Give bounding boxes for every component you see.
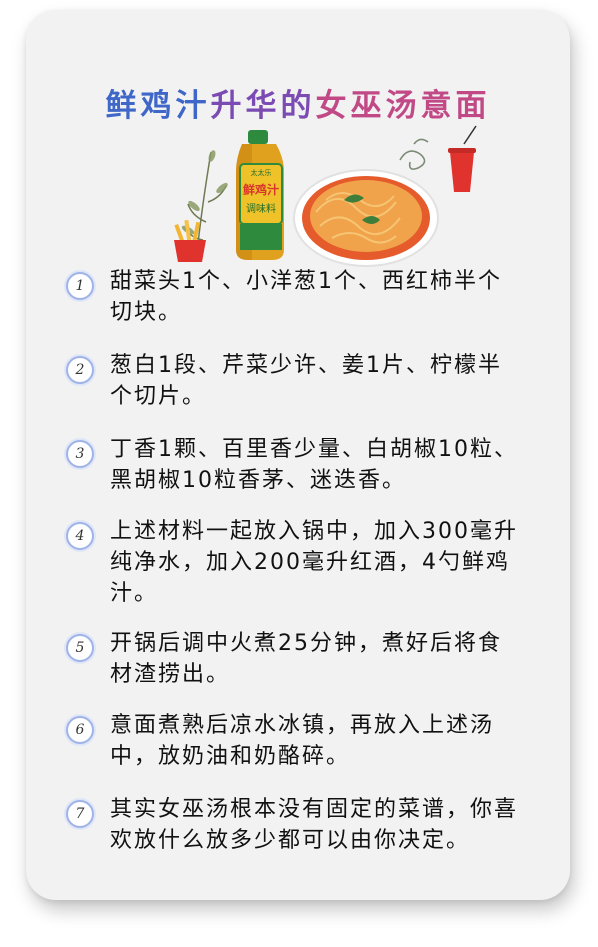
step-text: 开锅后调中火煮25分钟，煮好后将食材渣捞出。: [110, 631, 502, 687]
bottle-product: 鲜鸡汁: [243, 182, 279, 197]
step-number-badge: 6: [66, 716, 94, 744]
steps-list: 1 甜菜头1个、小洋葱1个、西红柿半个切块。 2 葱白1段、芹菜少许、姜1片、柠…: [26, 10, 570, 900]
step-number-badge: 7: [66, 800, 94, 828]
title-part-2: 升华的: [210, 88, 316, 124]
page-title: 鲜鸡汁升华的女巫汤意面: [26, 80, 570, 125]
step-number-badge: 4: [66, 522, 94, 550]
step-number-badge: 2: [66, 356, 94, 384]
step-text: 上述材料一起放入锅中，加入300毫升纯净水，加入200毫升红酒，4勺鲜鸡汁。: [110, 519, 518, 606]
step-number-badge: 3: [66, 440, 94, 468]
step-number-badge: 5: [66, 634, 94, 662]
step-text: 意面煮熟后凉水冰镇，再放入上述汤中，放奶油和奶酪碎。: [110, 713, 495, 769]
recipe-illustration: 太太乐 鲜鸡汁 调味料: [174, 125, 477, 267]
recipe-card: 鲜鸡汁升华的女巫汤意面 太太乐: [26, 10, 570, 900]
title-part-1: 鲜鸡汁: [105, 88, 211, 124]
step-number-badge: 1: [66, 272, 94, 300]
drink-cup-icon: [448, 125, 477, 192]
chicken-essence-bottle-icon: 太太乐 鲜鸡汁 调味料: [236, 130, 284, 260]
pasta-plate-icon: [293, 169, 439, 267]
step-text: 葱白1段、芹菜少许、姜1片、柠檬半个切片。: [110, 353, 502, 409]
step-text: 其实女巫汤根本没有固定的菜谱，你喜欢放什么放多少都可以由你决定。: [110, 797, 519, 853]
bottle-brand: 太太乐: [251, 168, 272, 177]
title-part-3: 女巫汤意面: [315, 88, 491, 124]
bottle-type: 调味料: [246, 202, 276, 215]
steam-icon: [399, 138, 429, 170]
step-text: 甜菜头1个、小洋葱1个、西红柿半个切块。: [110, 269, 502, 325]
step-text: 丁香1颗、百里香少量、白胡椒10粒、黑胡椒10粒香茅、迷迭香。: [110, 437, 518, 493]
fries-icon: [174, 219, 206, 262]
